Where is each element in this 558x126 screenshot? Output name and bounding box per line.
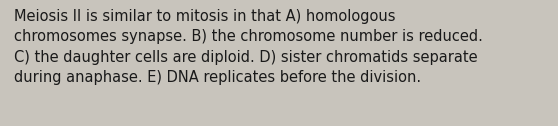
- Text: Meiosis II is similar to mitosis in that A) homologous
chromosomes synapse. B) t: Meiosis II is similar to mitosis in that…: [14, 9, 483, 85]
